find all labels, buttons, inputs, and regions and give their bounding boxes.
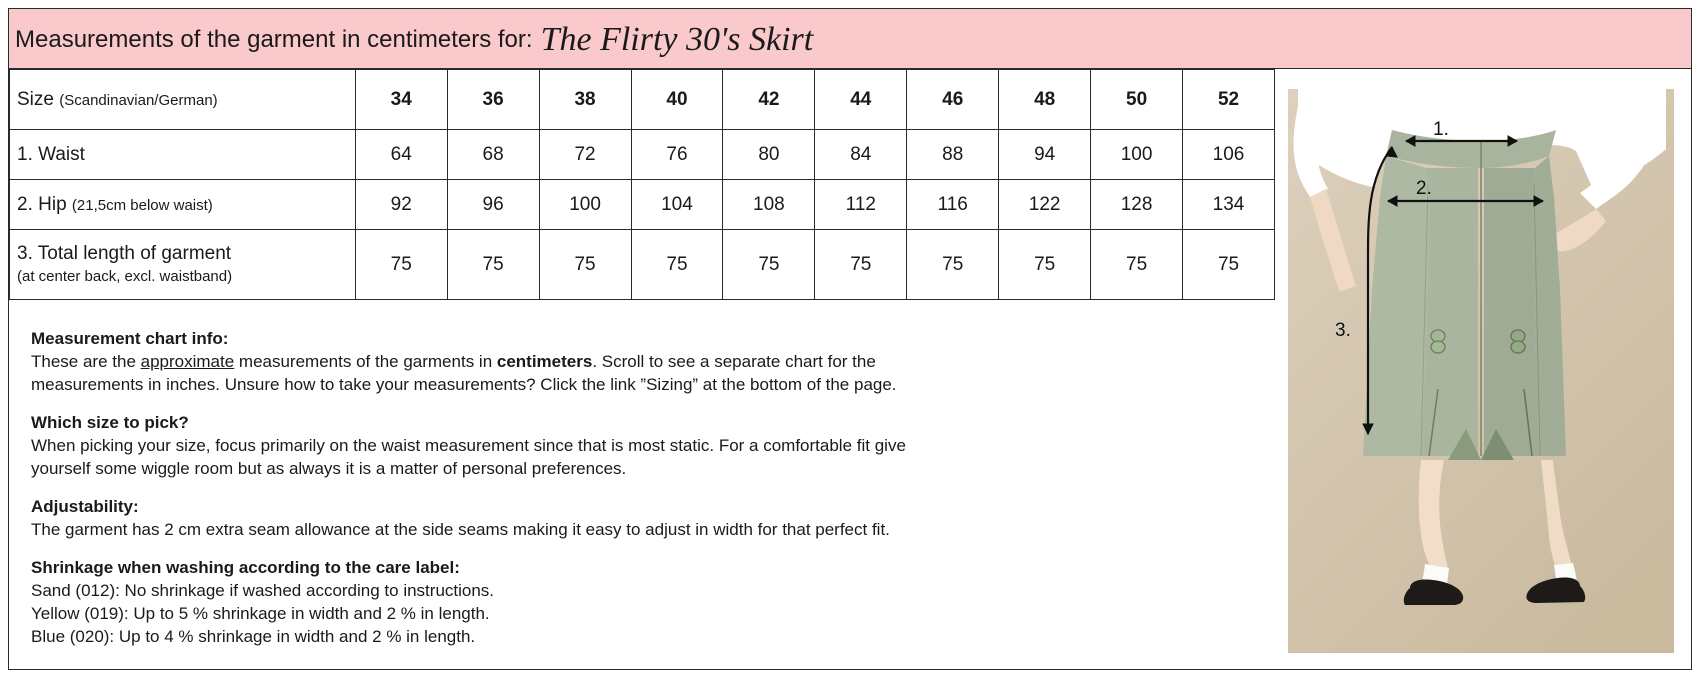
svg-text:2.: 2. — [1416, 178, 1432, 199]
svg-text:1.: 1. — [1433, 119, 1449, 140]
svg-text:3.: 3. — [1335, 320, 1351, 341]
